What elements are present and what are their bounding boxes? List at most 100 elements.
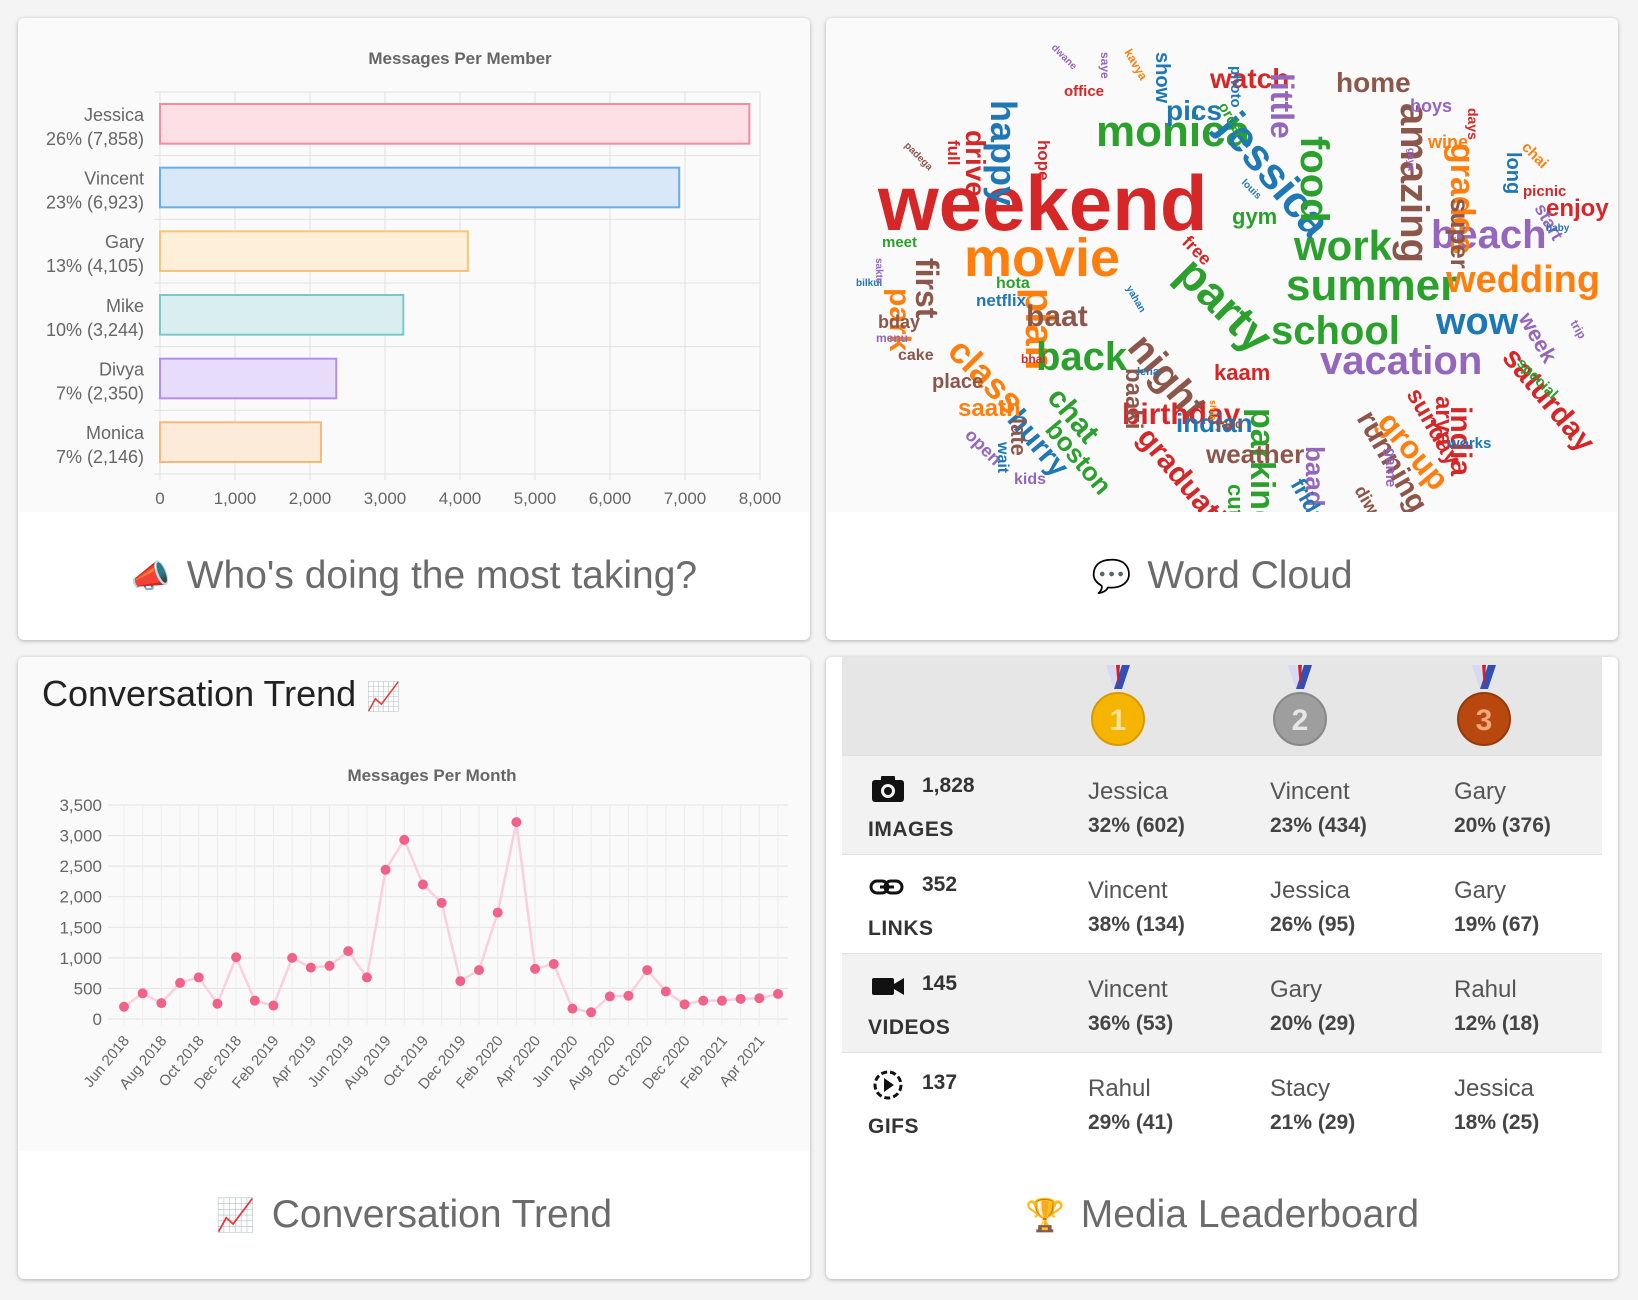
data-point: [249, 995, 260, 1006]
bar: [159, 230, 469, 272]
x-tick-label: 3,000: [364, 489, 407, 508]
word-cloud-word: hope: [1034, 140, 1053, 181]
word-cloud-word: wow: [1435, 301, 1519, 343]
word-cloud-word: sakte: [873, 258, 884, 284]
y-tick-label: 1,500: [59, 918, 102, 937]
word-cloud-word: trip: [1567, 318, 1589, 342]
gif-play-icon: [873, 1070, 903, 1100]
category-label: Gary: [105, 232, 144, 252]
word-cloud-word: kids: [1014, 471, 1046, 488]
leaderboard-row-links[interactable]: 352 LINKS Vincent 38% (134) Jessica 26% …: [842, 854, 1602, 953]
leaderboard-row-videos[interactable]: 145 VIDEOS Vincent 36% (53) Gary 20% (29…: [842, 953, 1602, 1052]
line-chart-title: Messages Per Month: [347, 766, 516, 785]
word-cloud-caption-text: Word Cloud: [1147, 554, 1353, 597]
word-cloud-word: shila: [1208, 400, 1218, 422]
word-cloud-word: works: [1447, 435, 1491, 452]
word-cloud-word: kaam: [1214, 360, 1270, 385]
y-tick-label: 0: [93, 1010, 102, 1029]
y-tick-label: 2,500: [59, 857, 102, 876]
series-line: [123, 821, 779, 1014]
word-cloud-word: food: [1292, 136, 1336, 223]
data-point: [679, 999, 690, 1010]
images-count: 1,828: [922, 774, 975, 797]
data-point: [716, 995, 727, 1006]
bar-card-caption: 📣 Who's doing the most taking?: [18, 512, 810, 640]
data-point: [212, 998, 223, 1009]
links-label: LINKS: [868, 917, 934, 940]
video-camera-icon: [872, 978, 904, 995]
y-tick-label: 3,500: [59, 796, 102, 815]
word-cloud-word: photo: [1227, 66, 1244, 108]
data-point: [511, 817, 522, 828]
word-cloud-word: lena: [1137, 366, 1160, 378]
leaderboard-row-gifs[interactable]: 137 GIFS Rahul 29% (41) Stacy 21% (29) J…: [842, 1052, 1602, 1151]
data-point: [567, 1003, 578, 1014]
data-point: [175, 977, 186, 988]
word-cloud-word: menu: [876, 331, 908, 345]
data-point: [642, 965, 653, 976]
word-cloud-word: office: [1064, 83, 1104, 100]
megaphone-icon: 📣: [130, 557, 171, 595]
word-cloud-word: summer: [1286, 261, 1457, 310]
word-cloud-word: home: [1336, 67, 1411, 98]
category-sublabel: 13% (4,105): [46, 256, 144, 276]
images-second-pct: 23% (434): [1270, 814, 1367, 837]
word-cloud-word: weather: [1205, 439, 1304, 469]
data-point: [137, 988, 148, 999]
x-tick-label: 2,000: [289, 489, 332, 508]
word-cloud-word: wine: [1427, 132, 1468, 152]
x-tick-label: 1,000: [214, 489, 257, 508]
word-cloud-card[interactable]: weekend monica jessica party movie summer beac…: [826, 18, 1618, 640]
bar: [159, 294, 405, 336]
word-cloud-word: meet: [882, 234, 917, 251]
data-point: [436, 897, 447, 908]
conversation-trend-card[interactable]: Conversation Trend 📈 Messages Per Month 0…: [18, 657, 810, 1279]
data-point: [399, 834, 410, 845]
speech-bubble-icon: 💬: [1091, 557, 1132, 595]
word-cloud-word: wedding: [1445, 259, 1600, 301]
data-point: [492, 907, 503, 918]
trend-title: Conversation Trend 📈: [42, 673, 401, 715]
word-cloud-word: work: [1293, 222, 1393, 269]
word-cloud-word: india: [1444, 406, 1477, 476]
gifs-third-pct: 18% (25): [1454, 1111, 1540, 1134]
leaderboard-row-images[interactable]: 1,828 IMAGES Jessica 32% (602) Vincent 2…: [842, 755, 1602, 854]
word-cloud-word: movie: [964, 228, 1120, 288]
camera-icon: [872, 776, 904, 802]
data-point: [417, 879, 428, 890]
word-cloud-word: game: [1382, 448, 1399, 487]
gifs-label: GIFS: [868, 1115, 920, 1138]
word-cloud-word: park: [883, 288, 916, 352]
images-first-pct: 32% (602): [1088, 814, 1185, 837]
trophy-icon: 🏆: [1024, 1196, 1065, 1234]
trend-title-text: Conversation Trend: [42, 673, 357, 714]
data-point: [156, 998, 167, 1009]
category-label: Jessica: [84, 105, 145, 125]
x-tick-label: 6,000: [589, 489, 632, 508]
messages-per-month-chart: Messages Per Month 0 500 1,000 1,500 2,000 2,5…: [59, 766, 788, 1093]
data-point: [773, 988, 783, 999]
word-cloud-word: bday: [878, 312, 920, 332]
word-cloud-word: amazing: [1392, 103, 1436, 263]
data-point: [474, 965, 485, 976]
word-cloud-word: bhai: [1021, 352, 1046, 366]
data-point: [735, 993, 746, 1004]
data-point: [754, 993, 765, 1004]
data-point: [548, 958, 559, 969]
gold-medal-number: 1: [1110, 704, 1127, 737]
media-leaderboard-card[interactable]: 1 2 3 1,828 IMAGES: [826, 657, 1618, 1279]
word-cloud-word: watch: [1209, 63, 1289, 94]
data-point: [455, 976, 466, 987]
word-cloud-word: monica: [1096, 107, 1251, 156]
messages-per-member-card[interactable]: Messages Per Member 0 1,000 2,000 3,000 4,000…: [18, 18, 810, 640]
links-third-name: Gary: [1454, 877, 1507, 904]
word-cloud-word: full: [944, 140, 963, 166]
bronze-medal-number: 3: [1476, 704, 1493, 737]
word-cloud-word: cute: [1223, 484, 1248, 512]
links-first-name: Vincent: [1088, 877, 1168, 904]
word-cloud-word: picnic: [1523, 183, 1566, 200]
bar-chart-panel: Messages Per Member 0 1,000 2,000 3,000 4,000…: [18, 18, 810, 512]
images-third-pct: 20% (376): [1454, 814, 1551, 837]
category-label: Mike: [106, 296, 144, 316]
data-point: [324, 960, 335, 971]
